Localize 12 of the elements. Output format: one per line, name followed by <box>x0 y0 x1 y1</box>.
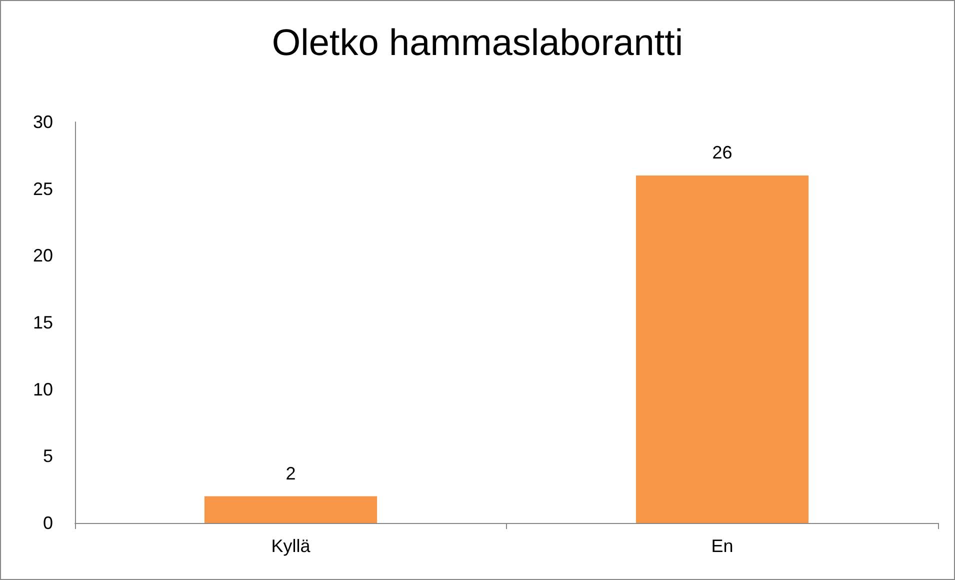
x-tick-label: En <box>711 536 734 556</box>
data-label: 26 <box>712 142 732 162</box>
y-tick-label: 30 <box>32 112 53 132</box>
data-label: 2 <box>286 463 296 484</box>
x-tick-label: Kyllä <box>271 536 312 556</box>
y-tick-label: 15 <box>32 312 53 332</box>
y-tick-label: 25 <box>32 178 53 199</box>
y-tick-label: 0 <box>42 513 53 533</box>
y-tick-label: 5 <box>42 446 53 466</box>
chart-title: Oletko hammaslaborantti <box>272 22 684 63</box>
y-tick-label: 10 <box>32 379 53 400</box>
y-tick-label: 20 <box>32 246 53 266</box>
